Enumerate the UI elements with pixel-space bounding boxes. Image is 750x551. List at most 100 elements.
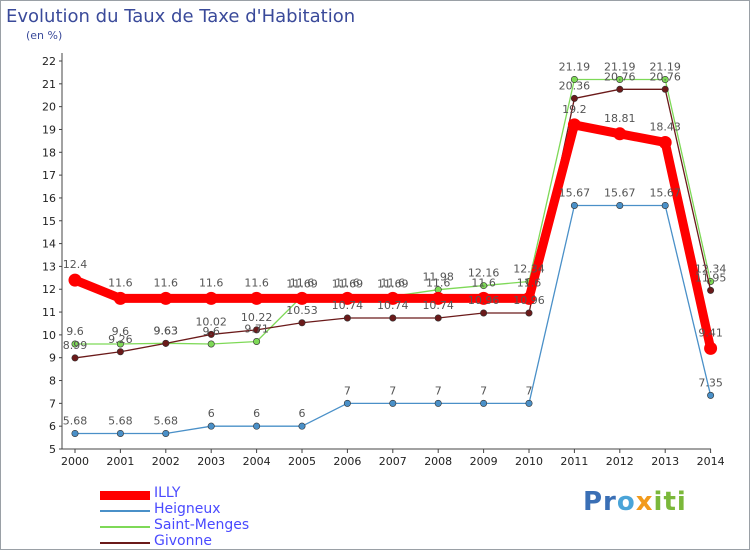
- data-label: 15.67: [649, 186, 681, 199]
- data-point: [616, 201, 624, 209]
- y-tick-label: 18: [42, 146, 56, 159]
- legend-swatch: [100, 542, 150, 544]
- chart-title: Evolution du Taux de Taxe d'Habitation: [6, 6, 356, 27]
- data-label: 7.35: [698, 376, 723, 389]
- data-label: 6: [299, 407, 306, 420]
- data-label: 10.96: [468, 294, 500, 307]
- data-point: [207, 422, 215, 430]
- x-tick-label: 2004: [243, 455, 271, 468]
- x-tick-label: 2007: [379, 455, 407, 468]
- x-tick-label: 2013: [651, 455, 679, 468]
- data-point: [431, 291, 445, 305]
- x-tick-label: 2006: [333, 455, 361, 468]
- data-point: [343, 399, 351, 407]
- data-point: [253, 338, 261, 346]
- data-label: 21.19: [604, 60, 636, 73]
- data-point: [162, 429, 170, 437]
- data-label: 11.6: [108, 276, 133, 289]
- data-point: [298, 422, 306, 430]
- data-label: 6: [208, 407, 215, 420]
- y-tick-label: 10: [42, 329, 56, 342]
- chart-subtitle: (en %): [26, 29, 63, 42]
- data-point: [116, 348, 124, 356]
- data-label: 11.69: [286, 277, 318, 290]
- data-point: [298, 319, 306, 327]
- legend-item: Saint-Menges: [100, 517, 300, 535]
- y-tick-label: 14: [42, 238, 56, 251]
- data-point: [480, 309, 488, 317]
- data-point: [480, 399, 488, 407]
- chart-legend: ILLY Heigneux Saint-Menges Givonne: [100, 485, 300, 551]
- data-point: [71, 429, 79, 437]
- data-label: 5.68: [108, 414, 133, 427]
- data-label: 10.53: [286, 304, 318, 317]
- data-label: 20.36: [559, 79, 591, 92]
- x-tick-label: 2002: [152, 455, 180, 468]
- data-label: 7: [389, 384, 396, 397]
- y-tick-label: 17: [42, 169, 56, 182]
- y-tick-label: 15: [42, 215, 56, 228]
- data-point: [116, 429, 124, 437]
- data-point: [480, 282, 488, 290]
- y-tick-label: 13: [42, 260, 56, 273]
- y-tick-label: 21: [42, 78, 56, 91]
- data-point: [113, 291, 127, 305]
- data-label: 10.96: [513, 294, 545, 307]
- data-label: 11.6: [154, 276, 179, 289]
- data-label: 15.67: [559, 186, 591, 199]
- data-point: [295, 291, 309, 305]
- data-label: 9.63: [154, 324, 179, 337]
- legend-label: Saint-Menges: [154, 517, 250, 533]
- y-tick-label: 7: [49, 397, 56, 410]
- y-tick-label: 6: [49, 420, 56, 433]
- proxiti-logo: Proxiti: [583, 487, 687, 517]
- x-tick-label: 2010: [515, 455, 543, 468]
- data-point: [707, 391, 715, 399]
- y-tick-label: 20: [42, 101, 56, 114]
- data-label: 11.6: [335, 276, 360, 289]
- data-point: [661, 75, 669, 83]
- data-label: 10.74: [332, 299, 364, 312]
- y-tick-label: 22: [42, 55, 56, 68]
- y-tick-label: 11: [42, 306, 56, 319]
- data-label: 20.76: [604, 70, 636, 83]
- data-point: [386, 291, 400, 305]
- data-point: [707, 286, 715, 294]
- data-label: 12.4: [63, 258, 88, 271]
- data-point: [204, 291, 218, 305]
- data-point: [704, 341, 718, 355]
- data-label: 12.16: [468, 267, 500, 280]
- logo-part: iti: [653, 487, 687, 517]
- y-tick-label: 16: [42, 192, 56, 205]
- data-label: 15.67: [604, 186, 636, 199]
- data-label: 11.69: [332, 277, 364, 290]
- data-label: 7: [480, 384, 487, 397]
- data-point: [525, 399, 533, 407]
- data-point: [159, 291, 173, 305]
- data-point: [616, 85, 624, 93]
- data-point: [253, 326, 261, 334]
- data-point: [613, 127, 627, 141]
- data-point: [71, 354, 79, 362]
- data-label: 11.95: [695, 271, 727, 284]
- data-label: 9.6: [202, 325, 220, 338]
- data-label: 12.34: [695, 262, 727, 275]
- x-tick-label: 2008: [424, 455, 452, 468]
- data-label: 9.63: [154, 324, 179, 337]
- data-point: [525, 309, 533, 317]
- x-tick-label: 2009: [470, 455, 498, 468]
- data-label: 7: [526, 384, 533, 397]
- data-label: 19.2: [562, 103, 587, 116]
- data-point: [250, 291, 264, 305]
- data-label: 21.19: [649, 60, 681, 73]
- data-label: 9.26: [108, 333, 133, 346]
- legend-item: ILLY: [100, 485, 300, 503]
- data-point: [340, 291, 354, 305]
- data-label: 11.6: [426, 276, 451, 289]
- data-label: 18.81: [604, 112, 636, 125]
- x-tick-label: 2012: [606, 455, 634, 468]
- data-label: 20.76: [649, 70, 681, 83]
- data-point: [162, 339, 170, 347]
- x-tick-label: 2003: [197, 455, 225, 468]
